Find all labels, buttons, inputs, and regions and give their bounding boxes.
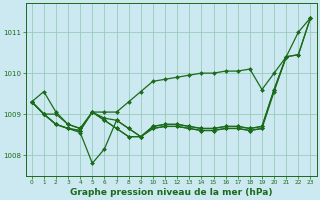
X-axis label: Graphe pression niveau de la mer (hPa): Graphe pression niveau de la mer (hPa) [70, 188, 272, 197]
